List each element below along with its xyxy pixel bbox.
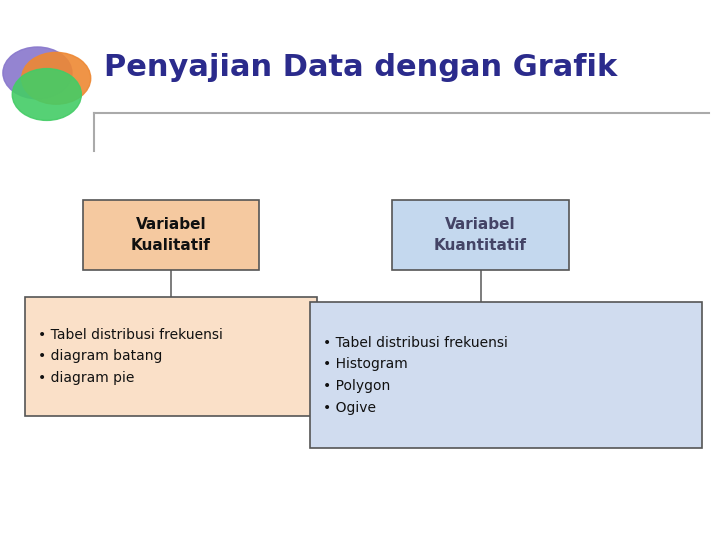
Circle shape [22, 52, 91, 104]
Circle shape [3, 47, 72, 99]
FancyBboxPatch shape [310, 302, 702, 448]
Circle shape [12, 69, 81, 120]
FancyBboxPatch shape [25, 297, 317, 416]
Text: • Tabel distribusi frekuensi
• diagram batang
• diagram pie: • Tabel distribusi frekuensi • diagram b… [38, 328, 223, 385]
Text: • Tabel distribusi frekuensi
• Histogram
• Polygon
• Ogive: • Tabel distribusi frekuensi • Histogram… [323, 336, 508, 415]
Text: Penyajian Data dengan Grafik: Penyajian Data dengan Grafik [104, 53, 618, 82]
FancyBboxPatch shape [392, 200, 569, 270]
Text: Variabel
Kualitatif: Variabel Kualitatif [131, 217, 211, 253]
FancyBboxPatch shape [83, 200, 259, 270]
Text: Variabel
Kuantitatif: Variabel Kuantitatif [434, 217, 527, 253]
